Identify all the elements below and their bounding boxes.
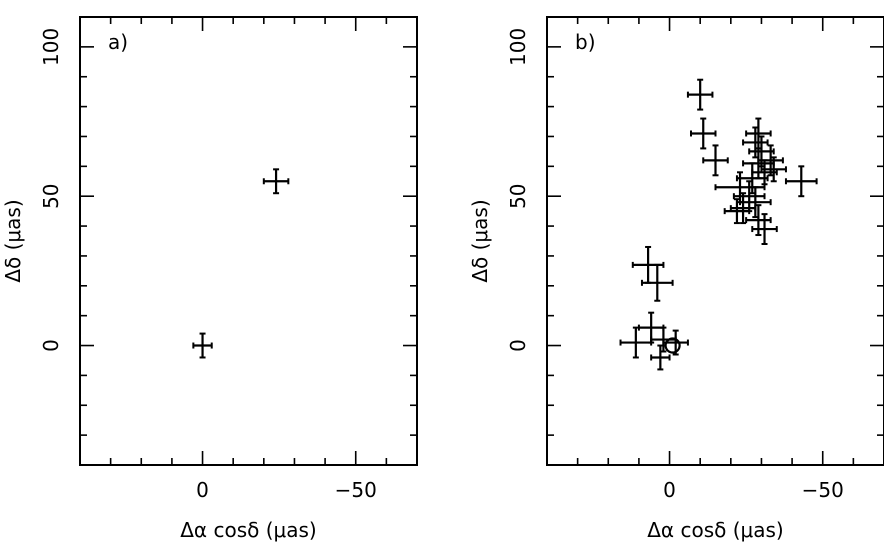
data-point (732, 180, 766, 213)
panel-b-x-tick-label: 0 (663, 478, 676, 502)
data-point (686, 78, 714, 111)
data-point (192, 332, 213, 359)
panel-b-y-tick-label: 100 (506, 28, 530, 66)
panel-a-y-axis-label: Δδ (μas) (1, 199, 25, 282)
data-point (735, 162, 769, 195)
panel-b-label: b) (575, 30, 596, 54)
panel-a: a) Δα cosδ (μas) Δδ (μas) 0 −50 0 50 100 (1, 16, 418, 542)
data-point (619, 326, 653, 359)
panel-a-x-tick-label: −50 (335, 478, 377, 502)
panel-b-y-axis-label: Δδ (μas) (468, 199, 492, 282)
panel-a-y-tick-label: 0 (39, 339, 63, 352)
data-point (739, 186, 772, 219)
panel-b-y-tick-label: 50 (506, 183, 530, 208)
data-point (702, 144, 729, 177)
panel-b-y-tick-label: 0 (506, 339, 530, 352)
data-point (640, 263, 674, 302)
panel-a-x-tick-label: 0 (196, 478, 209, 502)
data-point (784, 165, 818, 198)
panel-a-y-tick-label: 50 (39, 183, 63, 208)
panel-a-x-axis-label: Δα cosδ (μas) (180, 518, 316, 542)
panel-a-label: a) (108, 30, 128, 54)
panel-b-frame (546, 16, 884, 466)
data-point (650, 344, 671, 371)
panel-b-x-tick-label: −50 (802, 478, 844, 502)
panel-a-y-tick-label: 100 (39, 28, 63, 66)
data-point (262, 168, 290, 195)
data-point (689, 117, 717, 150)
data-point (723, 198, 751, 225)
panel-b-x-axis-label: Δα cosδ (μas) (647, 518, 783, 542)
data-point (662, 329, 689, 356)
data-point (751, 213, 778, 245)
panel-a-frame (79, 16, 418, 466)
panel-b: b) Δα cosδ (μas) Δδ (μas) 0 −50 0 50 100 (468, 16, 884, 542)
